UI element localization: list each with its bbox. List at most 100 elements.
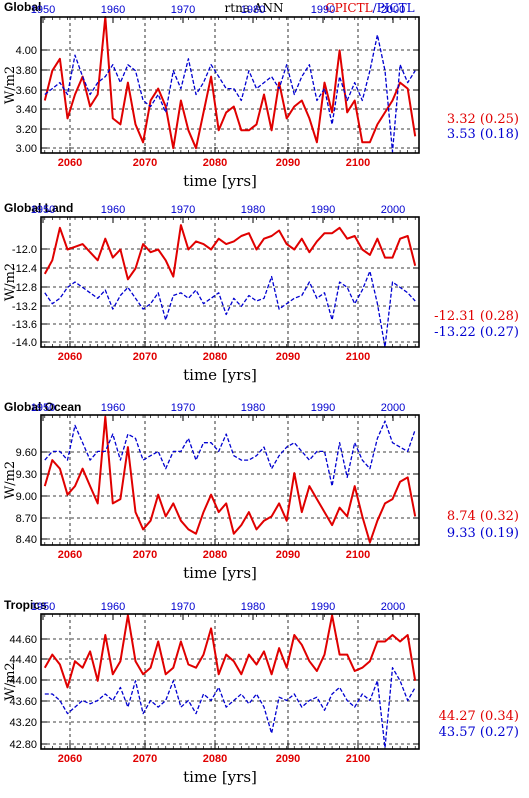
- x-axis-label: time [yrs]: [183, 564, 257, 582]
- y-tick-label: 44.00: [9, 675, 37, 687]
- x-tick-label-top: 1950: [31, 402, 55, 414]
- x-tick-label-bottom: 2060: [58, 549, 82, 561]
- panel-title-tropics: Tropics: [4, 598, 47, 612]
- panel-global-land: -12.0 -12.4 -12.8 -13.2 -13.6 -14.0 2060 2070 20…: [3, 204, 519, 384]
- x-axis-label: time [yrs]: [183, 172, 257, 190]
- x-tick-label-top: 1950: [31, 601, 55, 613]
- x-tick-label-top: 1970: [171, 4, 195, 16]
- x-tick-label-top: 2000: [381, 4, 405, 16]
- x-tick-label-top: 1970: [171, 402, 195, 414]
- y-tick-label: -13.6: [12, 319, 37, 331]
- x-tick-label-bottom: 2060: [58, 351, 82, 363]
- stat-label-blue: -13.22 (0.27): [434, 325, 519, 340]
- stat-label-blue: 9.33 (0.19): [447, 526, 519, 541]
- stat-label-blue: 3.53 (0.18): [447, 127, 519, 142]
- panel-global: 4.00 3.80 3.60 3.40 3.20 3.00 2060 2070 2080 2090…: [3, 4, 519, 190]
- y-axis-label: W/m2: [3, 263, 18, 301]
- plot-frame: [40, 613, 420, 750]
- panel-title-global-land: Global Land: [4, 201, 73, 215]
- panel-title-global: Global: [4, 0, 41, 14]
- x-tick-label-top: 1980: [241, 4, 265, 16]
- x-tick-label-top: 1990: [311, 4, 335, 16]
- stat-label-red: 44.27 (0.34): [439, 709, 519, 724]
- y-tick-label: 8.40: [16, 534, 37, 546]
- legend-separator: /: [373, 1, 378, 15]
- series-line-red: [43, 614, 417, 689]
- x-tick-label-bottom: 2070: [133, 753, 157, 765]
- x-tick-label-bottom: 2080: [203, 753, 227, 765]
- x-tick-label-top: 1950: [31, 204, 55, 216]
- figure-header: rtna ANN: [225, 1, 284, 15]
- x-tick-label-bottom: 2090: [276, 351, 300, 363]
- y-tick-label: -12.8: [12, 282, 37, 294]
- x-tick-label-top: 1990: [311, 204, 335, 216]
- legend-label-red: CPICTL: [325, 1, 372, 15]
- y-tick-label: 43.60: [9, 696, 37, 708]
- x-tick-label-top: 1970: [171, 204, 195, 216]
- x-tick-label-bottom: 2100: [346, 549, 370, 561]
- y-tick-label: -12.4: [12, 263, 37, 275]
- stat-label-red: 3.32 (0.25): [447, 112, 519, 127]
- series-line-blue: [44, 270, 416, 348]
- stat-label-red: 8.74 (0.32): [447, 509, 519, 524]
- y-axis-label: W/m2: [3, 662, 18, 700]
- x-tick-label-top: 1980: [241, 601, 265, 613]
- y-tick-label: -13.2: [12, 301, 37, 313]
- series-line-red: [43, 16, 417, 150]
- x-tick-label-top: 1960: [101, 601, 125, 613]
- series-line-blue: [44, 34, 416, 153]
- x-tick-label-top: 1960: [101, 204, 125, 216]
- x-tick-label-bottom: 2060: [58, 157, 82, 169]
- y-tick-label: 4.00: [16, 45, 37, 57]
- series-line-red: [43, 224, 417, 281]
- y-tick-label: 44.40: [9, 654, 37, 666]
- series-legend: CPICTL/PICTL: [325, 1, 414, 15]
- legend-label-blue: PICTL: [377, 1, 415, 15]
- x-tick-label-top: 1990: [311, 601, 335, 613]
- x-tick-label-bottom: 2080: [203, 157, 227, 169]
- y-tick-label: 9.00: [16, 491, 37, 503]
- x-tick-label-top: 1970: [171, 601, 195, 613]
- x-tick-label-bottom: 2080: [203, 351, 227, 363]
- x-tick-label-top: 1960: [101, 4, 125, 16]
- panel-global-ocean: 9.60 9.30 9.00 8.70 8.40 2060 2070 2080 2090 2100…: [3, 402, 519, 582]
- x-tick-label-top: 1960: [101, 402, 125, 414]
- y-tick-label: 42.80: [9, 739, 37, 751]
- x-tick-label-bottom: 2100: [346, 351, 370, 363]
- x-tick-label-bottom: 2090: [276, 157, 300, 169]
- y-tick-label: 3.40: [16, 104, 37, 116]
- x-tick-label-bottom: 2070: [133, 351, 157, 363]
- plot-frame: [40, 216, 420, 348]
- panel-tropics: 44.60 44.40 44.00 43.60 43.20 42.80 2060 2070 20…: [3, 601, 519, 786]
- series-line-blue: [44, 667, 416, 749]
- x-tick-label-bottom: 2100: [346, 157, 370, 169]
- y-tick-label: 3.20: [16, 124, 37, 136]
- x-tick-label-top: 2000: [381, 601, 405, 613]
- plot-frame: [40, 16, 420, 154]
- y-tick-label: 3.00: [16, 143, 37, 155]
- y-tick-label: 44.60: [9, 634, 37, 646]
- x-tick-label-top: 1980: [241, 402, 265, 414]
- y-tick-label: 9.30: [16, 469, 37, 481]
- y-tick-label: -14.0: [12, 337, 37, 349]
- x-tick-label-bottom: 2070: [133, 549, 157, 561]
- panel-title-global-ocean: Global Ocean: [4, 400, 81, 414]
- x-tick-label-top: 1950: [31, 4, 55, 16]
- x-tick-label-bottom: 2070: [133, 157, 157, 169]
- y-tick-label: 3.60: [16, 85, 37, 97]
- x-tick-label-bottom: 2090: [276, 549, 300, 561]
- x-axis-label: time [yrs]: [183, 366, 257, 384]
- y-tick-label: 8.70: [16, 513, 37, 525]
- y-axis-label: W/m2: [3, 66, 18, 104]
- y-tick-label: 43.20: [9, 717, 37, 729]
- series-line-red: [43, 415, 417, 544]
- x-tick-label-bottom: 2090: [276, 753, 300, 765]
- y-tick-label: -12.0: [12, 244, 37, 256]
- y-tick-label: 9.60: [16, 447, 37, 459]
- x-tick-label-top: 1980: [241, 204, 265, 216]
- plot-frame: [40, 414, 420, 546]
- x-tick-label-top: 1990: [311, 402, 335, 414]
- x-axis-label: time [yrs]: [183, 768, 257, 786]
- x-tick-label-bottom: 2100: [346, 753, 370, 765]
